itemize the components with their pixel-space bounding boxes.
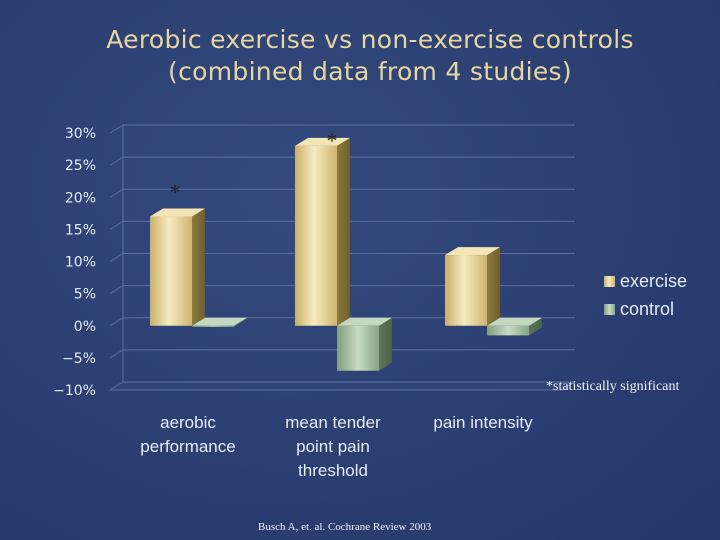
bar-exercise-2 [445, 247, 500, 326]
gridline-connector [109, 220, 124, 230]
legend-label-exercise: exercise [620, 271, 687, 291]
y-tick-label: 25% [65, 158, 96, 174]
gridline-connector [109, 188, 124, 198]
bar-exercise-1-top [295, 137, 350, 146]
x-tick-label: pain intensity [433, 413, 533, 432]
y-tick-label: −5% [62, 351, 96, 367]
bar-control-1 [337, 317, 392, 371]
y-tick-label: 15% [65, 222, 96, 238]
bar-control-0-front [192, 325, 234, 327]
x-tick-label: mean tender [285, 413, 381, 432]
legend-swatch-control [604, 304, 615, 315]
bar-control-0-side [234, 317, 247, 327]
y-tick-label: 20% [65, 190, 96, 206]
significance-marker: * [327, 128, 338, 153]
bar-exercise-0-top [150, 208, 205, 217]
y-tick-label: 30% [65, 126, 96, 142]
bar-control-1-top [337, 317, 392, 326]
gridline-connector [109, 156, 124, 166]
gridline-connector [109, 349, 124, 359]
bar-control-2-top [487, 317, 542, 326]
legend-swatch-exercise [604, 276, 615, 287]
gridline-connector [109, 285, 124, 295]
bar-control-0 [192, 317, 247, 327]
bar-control-1-front [337, 325, 379, 371]
bar-control-2-side [529, 317, 542, 336]
chart-title: Aerobic exercise vs non-exercise control… [40, 24, 700, 88]
chart-title-line1: Aerobic exercise vs non-exercise control… [106, 25, 634, 54]
bar-exercise-0-side [192, 208, 205, 326]
bar-exercise-2-front [445, 255, 487, 326]
x-tick-label: point pain [296, 437, 370, 456]
chart-title-line2: (combined data from 4 studies) [168, 57, 572, 86]
bar-exercise-1-side [337, 137, 350, 326]
chart-floor [108, 381, 577, 391]
y-tick-label: 5% [74, 287, 96, 303]
bar-control-2-front [487, 325, 529, 336]
y-tick-label: −10% [53, 383, 96, 399]
source-citation: Busch A, et. al. Cochrane Review 2003 [258, 521, 432, 533]
y-tick-label: 0% [74, 319, 96, 335]
x-tick-label: aerobic [160, 413, 216, 432]
gridline-connector [109, 253, 124, 262]
bar-exercise-0 [150, 208, 205, 326]
legend-label-control: control [620, 299, 674, 319]
bar-exercise-2-side [487, 247, 500, 326]
gridline-connector [109, 317, 124, 327]
bar-control-1-side [379, 317, 392, 371]
bar-control-2 [487, 317, 542, 336]
significance-marker: * [170, 180, 181, 205]
bar-control-0-top [192, 317, 247, 326]
x-tick-label: threshold [298, 461, 368, 480]
bar-exercise-2-top [445, 247, 500, 256]
footnote: *statistically significant [546, 379, 680, 394]
bar-exercise-1-front [295, 145, 337, 326]
gridline-connector [109, 124, 124, 134]
bar-exercise-0-front [150, 216, 192, 326]
x-tick-label: performance [140, 437, 235, 456]
y-tick-label: 10% [65, 255, 96, 271]
bar-exercise-1 [295, 137, 350, 326]
